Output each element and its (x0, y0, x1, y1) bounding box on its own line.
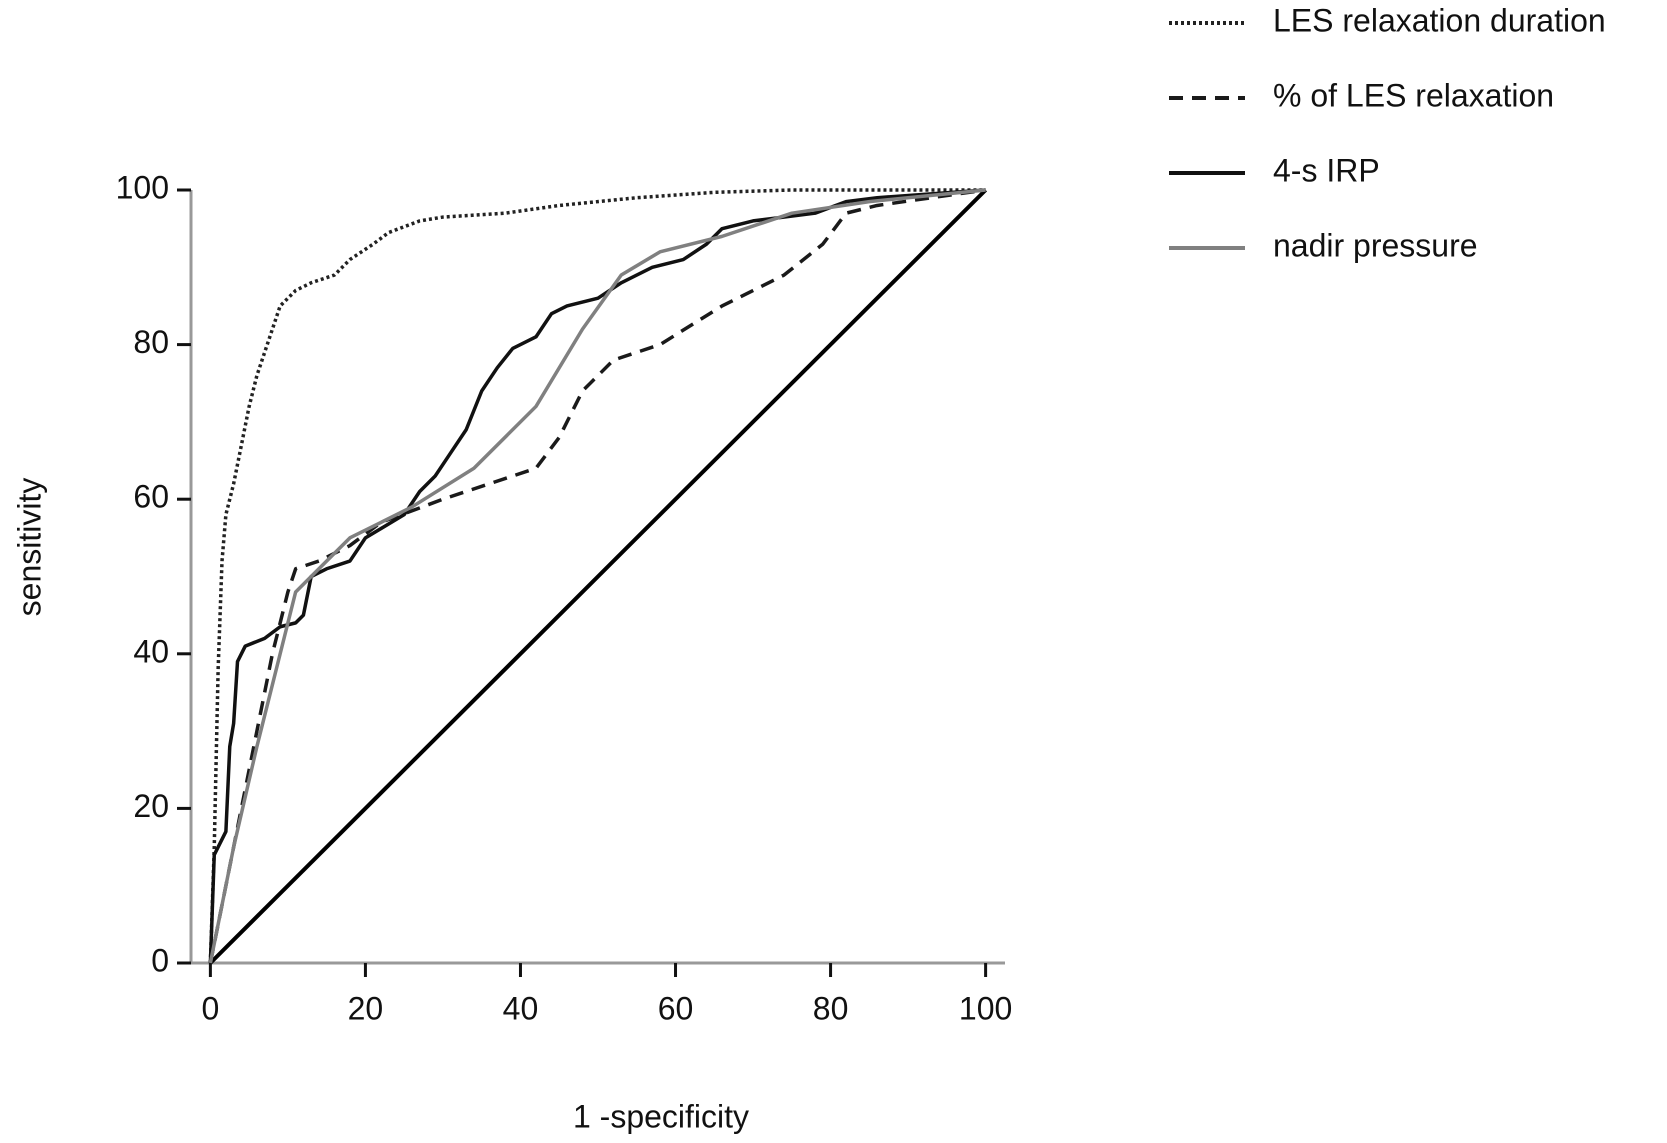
x-tick-label: 100 (959, 990, 1012, 1026)
reference-line (208, 188, 988, 965)
y-tick-label: 40 (133, 633, 169, 669)
x-tick-label: 60 (658, 990, 694, 1026)
y-tick-label: 60 (133, 479, 169, 515)
series-line (208, 188, 986, 964)
y-axis-label: sensitivity (11, 478, 47, 617)
legend-label: nadir pressure (1273, 227, 1478, 263)
y-tick-label: 80 (133, 324, 169, 360)
x-tick-label: 80 (813, 990, 849, 1026)
x-tick-label: 40 (503, 990, 539, 1026)
legend-label: 4-s IRP (1273, 152, 1380, 188)
series-line (208, 188, 986, 964)
legend-label: % of LES relaxation (1273, 77, 1554, 113)
x-tick-label: 20 (348, 990, 384, 1026)
legend-label: LES relaxation duration (1273, 2, 1606, 38)
y-tick-label: 20 (133, 788, 169, 824)
series-line (208, 188, 986, 964)
x-tick-label: 0 (201, 990, 219, 1026)
y-tick-label: 0 (151, 942, 169, 978)
y-tick-label: 100 (116, 169, 169, 205)
series-line (208, 188, 986, 964)
x-axis-label: 1 -specificity (573, 1098, 749, 1134)
